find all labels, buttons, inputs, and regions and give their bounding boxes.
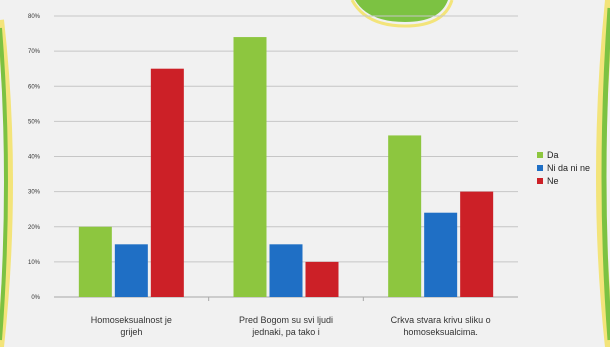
y-tick-label: 60% (28, 84, 41, 90)
legend-label: Da (547, 150, 559, 160)
category-label: grijeh (120, 327, 142, 337)
category-label: homoseksualcima. (403, 327, 478, 337)
legend-swatch (537, 165, 543, 171)
bars (78, 37, 494, 297)
frame-right-arc-inner (601, 7, 610, 341)
x-axis: Homoseksualnost je grijeh Pred Bogom su sv… (91, 297, 491, 337)
bar-da (78, 226, 112, 297)
bar-da (388, 135, 422, 297)
y-axis: 0% 10% 20% 30% 40% 50% 60% 70% 80% (28, 14, 41, 301)
legend-swatch (537, 178, 543, 184)
legend-swatch (537, 152, 543, 158)
y-tick-label: 0% (31, 295, 40, 301)
y-tick-label: 40% (28, 155, 41, 161)
y-tick-label: 30% (28, 190, 41, 196)
frame-top-blob-edge (350, 0, 454, 28)
category-label: Crkva stvara krivu sliku o (391, 315, 491, 325)
frame-left-arc-inner (0, 27, 8, 341)
bar-ne (460, 191, 494, 297)
bar-ni-da-ni-ne (114, 244, 148, 297)
legend: Da Ni da ni ne Ne (537, 150, 590, 186)
bar-ni-da-ni-ne (269, 244, 303, 297)
category-label: Pred Bogom su svi ljudi (239, 315, 333, 325)
category-label: Homoseksualnost je (91, 315, 172, 325)
bar-ne (305, 261, 339, 297)
y-tick-label: 70% (28, 49, 41, 55)
bar-ne (150, 68, 184, 297)
bar-ni-da-ni-ne (424, 212, 458, 297)
category-label: jednaki, pa tako i (251, 327, 320, 337)
legend-label: Ne (547, 176, 559, 186)
legend-label: Ni da ni ne (547, 163, 590, 173)
y-tick-label: 50% (28, 119, 41, 125)
y-tick-label: 80% (28, 14, 41, 20)
y-tick-label: 10% (28, 260, 41, 266)
bar-da (233, 37, 267, 297)
y-tick-label: 20% (28, 225, 41, 231)
